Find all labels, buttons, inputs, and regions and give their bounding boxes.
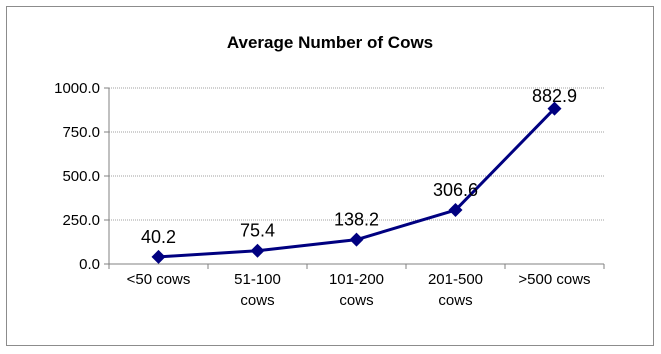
y-tick-label: 250.0 [62, 212, 100, 229]
gridlines [109, 87, 604, 221]
x-category-label: 101-200 [329, 271, 384, 288]
x-category-label: 201-500 [428, 271, 483, 288]
x-category-label: <50 cows [127, 271, 191, 288]
x-category-label: cows [438, 292, 472, 309]
y-tick-labels: 0.0 250.0 500.0 750.0 1000.0 [54, 80, 100, 273]
data-point-marker [151, 249, 166, 264]
x-category-label: 51-100 [234, 271, 281, 288]
data-label: 306.6 [433, 180, 478, 200]
data-point-marker [448, 203, 463, 218]
y-tick-label: 1000.0 [54, 80, 100, 97]
x-category-label: >500 cows [518, 271, 590, 288]
x-category-labels: <50 cows 51-100 cows 101-200 cows 201-500 cows… [127, 271, 591, 309]
y-tick-label: 0.0 [79, 256, 100, 273]
data-labels: 40.2 75.4 138.2 306.6 882.9 [141, 86, 577, 247]
data-point-marker [250, 243, 265, 258]
data-label: 75.4 [240, 221, 275, 241]
y-tick-label: 500.0 [62, 168, 100, 185]
x-category-label: cows [240, 292, 274, 309]
x-category-label: cows [339, 292, 373, 309]
data-point-marker [547, 101, 562, 116]
series-markers [151, 101, 562, 264]
axes [104, 87, 605, 269]
data-point-marker [349, 232, 364, 247]
data-label: 40.2 [141, 227, 176, 247]
data-label: 138.2 [334, 210, 379, 230]
y-tick-label: 750.0 [62, 124, 100, 141]
chart-title: Average Number of Cows [226, 33, 434, 52]
data-label: 882.9 [532, 86, 577, 106]
